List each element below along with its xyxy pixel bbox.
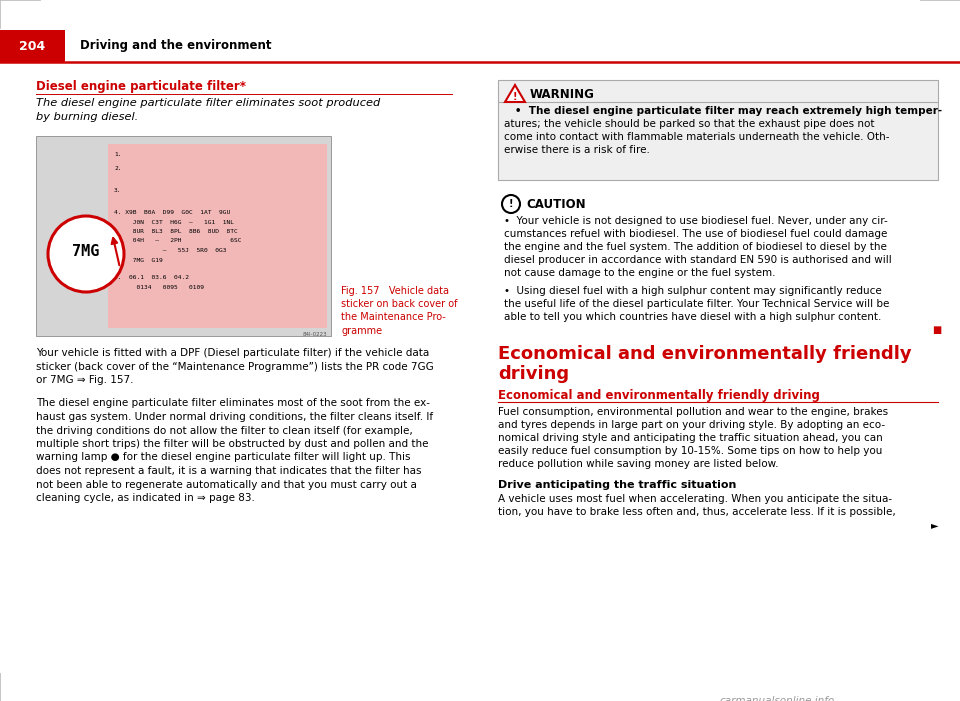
Text: does not represent a fault, it is a warning that indicates that the filter has: does not represent a fault, it is a warn… [36,466,421,476]
Text: 0134   0095   0109: 0134 0095 0109 [114,285,204,290]
Circle shape [48,216,124,292]
Bar [108,144,327,328]
Text: 6.  06.1  03.6  04.2: 6. 06.1 03.6 04.2 [114,275,189,280]
Text: WARNING: WARNING [530,88,595,100]
Text: and tyres depends in large part on your driving style. By adopting an eco-: and tyres depends in large part on your … [498,420,885,430]
Text: 204: 204 [19,39,45,53]
Text: tion, you have to brake less often and, thus, accelerate less. If it is possible: tion, you have to brake less often and, … [498,507,896,517]
Text: Drive anticipating the traffic situation: Drive anticipating the traffic situation [498,480,736,490]
Text: come into contact with flammable materials underneath the vehicle. Oth-: come into contact with flammable materia… [504,132,890,142]
Text: 8UR  8L3  8PL  8B6  8UD  8TC: 8UR 8L3 8PL 8B6 8UD 8TC [114,229,238,234]
Text: 7MG: 7MG [72,245,100,259]
Text: erwise there is a risk of fire.: erwise there is a risk of fire. [504,145,650,155]
Text: Fuel consumption, environmental pollution and wear to the engine, brakes: Fuel consumption, environmental pollutio… [498,407,888,417]
Text: sticker (back cover of the “Maintenance Programme”) lists the PR code 7GG: sticker (back cover of the “Maintenance … [36,362,434,372]
Text: Economical and environmentally friendly driving: Economical and environmentally friendly … [498,389,820,402]
Text: 3.: 3. [114,188,122,193]
Text: carmanualsonline.info: carmanualsonline.info [720,696,835,701]
Bar [498,80,938,180]
Text: warning lamp ● for the diesel engine particulate filter will light up. This: warning lamp ● for the diesel engine par… [36,453,411,463]
Text: the engine and the fuel system. The addition of biodiesel to diesel by the: the engine and the fuel system. The addi… [504,242,887,252]
Text: 04H   —   2PH             6SC: 04H — 2PH 6SC [114,238,242,243]
Text: Your vehicle is fitted with a DPF (Diesel particulate filter) if the vehicle dat: Your vehicle is fitted with a DPF (Diese… [36,348,429,358]
Text: ►: ► [930,520,938,530]
Text: able to tell you which countries have diesel with a high sulphur content.: able to tell you which countries have di… [504,312,881,322]
Text: 84I-0223: 84I-0223 [302,332,327,337]
Text: The diesel engine particulate filter eliminates soot produced
by burning diesel.: The diesel engine particulate filter eli… [36,98,380,122]
Text: !: ! [513,92,517,102]
Text: multiple short trips) the filter will be obstructed by dust and pollen and the: multiple short trips) the filter will be… [36,439,428,449]
Text: !: ! [509,199,514,209]
Text: J0N  C3T  H6G  —   1G1  1NL: J0N C3T H6G — 1G1 1NL [114,219,234,224]
Text: the driving conditions do not allow the filter to clean itself (for example,: the driving conditions do not allow the … [36,426,413,435]
Circle shape [502,195,520,213]
Polygon shape [505,85,525,102]
Text: Fig. 157   Vehicle data
sticker on back cover of
the Maintenance Pro-
gramme: Fig. 157 Vehicle data sticker on back co… [341,286,458,336]
Text: haust gas system. Under normal driving conditions, the filter cleans itself. If: haust gas system. Under normal driving c… [36,412,433,422]
Text: —   55J  5R0  0G3: — 55J 5R0 0G3 [114,248,227,253]
Text: or 7MG ⇒ Fig. 157.: or 7MG ⇒ Fig. 157. [36,375,133,385]
Text: CAUTION: CAUTION [526,198,586,212]
Text: Diesel engine particulate filter*: Diesel engine particulate filter* [36,80,246,93]
Text: diesel producer in accordance with standard EN 590 is authorised and will: diesel producer in accordance with stand… [504,255,892,265]
Text: ■: ■ [932,325,941,335]
Text: driving: driving [498,365,569,383]
Text: cumstances refuel with biodiesel. The use of biodiesel fuel could damage: cumstances refuel with biodiesel. The us… [504,229,887,239]
Text: not been able to regenerate automatically and that you must carry out a: not been able to regenerate automaticall… [36,479,417,489]
Text: 7MG  G19: 7MG G19 [114,257,163,262]
Text: cleaning cycle, as indicated in ⇒ page 83.: cleaning cycle, as indicated in ⇒ page 8… [36,493,254,503]
Text: 4. X9B  B0A  D99  G0C  1AT  9GU: 4. X9B B0A D99 G0C 1AT 9GU [114,210,230,215]
Text: •  The diesel engine particulate filter may reach extremely high temper-: • The diesel engine particulate filter m… [504,106,942,116]
Text: A vehicle uses most fuel when accelerating. When you anticipate the situa-: A vehicle uses most fuel when accelerati… [498,494,892,504]
Text: The diesel engine particulate filter eliminates most of the soot from the ex-: The diesel engine particulate filter eli… [36,398,430,409]
Bar [36,136,331,336]
Text: Driving and the environment: Driving and the environment [80,39,272,53]
Text: the useful life of the diesel particulate filter. Your Technical Service will be: the useful life of the diesel particulat… [504,299,889,309]
Text: easily reduce fuel consumption by 10-15%. Some tips on how to help you: easily reduce fuel consumption by 10-15%… [498,446,882,456]
Text: nomical driving style and anticipating the traffic situation ahead, you can: nomical driving style and anticipating t… [498,433,883,443]
Text: •  Using diesel fuel with a high sulphur content may significantly reduce: • Using diesel fuel with a high sulphur … [504,286,881,296]
Text: •  Your vehicle is not designed to use biodiesel fuel. Never, under any cir-: • Your vehicle is not designed to use bi… [504,216,888,226]
Text: reduce pollution while saving money are listed below.: reduce pollution while saving money are … [498,459,779,469]
Text: not cause damage to the engine or the fuel system.: not cause damage to the engine or the fu… [504,268,776,278]
Text: 1.: 1. [114,152,122,157]
Text: Economical and environmentally friendly: Economical and environmentally friendly [498,345,912,363]
Text: atures; the vehicle should be parked so that the exhaust pipe does not: atures; the vehicle should be parked so … [504,119,875,129]
Text: 2.: 2. [114,166,122,171]
Bar [0,30,65,62]
